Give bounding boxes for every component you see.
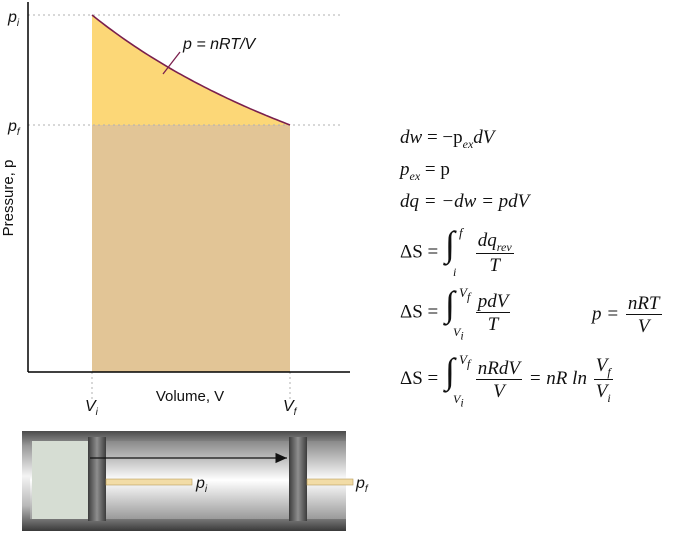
equation-ideal-gas: p = nRT V <box>592 293 662 337</box>
equation-entropy-result: ΔS = ∫ Vf Vi nRdV V = nR ln Vf Vi <box>400 350 613 410</box>
piston-initial <box>88 437 106 521</box>
cylinder-pressure-initial: pi <box>195 475 208 495</box>
equation-entropy-volume: ΔS = ∫ Vf Vi pdV T <box>400 284 511 343</box>
x-tick-vi: Vi <box>85 398 99 418</box>
y-tick-pf: pf <box>7 118 21 138</box>
piston-final <box>289 437 307 521</box>
rod-final <box>306 478 354 486</box>
piston-cylinder: pi pf <box>22 431 369 531</box>
isotherm-curve <box>91 14 291 126</box>
x-axis-label: Volume, V <box>156 388 224 405</box>
gas-fill <box>32 441 90 519</box>
equation-external-pressure: pex = p <box>400 159 450 183</box>
rod-initial <box>105 478 193 486</box>
y-tick-pi: pi <box>7 9 20 29</box>
x-tick-vf: Vf <box>283 398 298 418</box>
equation-work: dw = −pexdV <box>400 127 495 151</box>
cylinder-pressure-final: pf <box>355 475 369 495</box>
curve-label-leader <box>162 51 181 75</box>
extra-work-area <box>92 15 290 125</box>
curve-label: p = nRT/V <box>182 36 257 53</box>
y-axis-label: Pressure, p <box>0 160 17 237</box>
equation-entropy-definition: ΔS = ∫ f i dqrev T <box>400 224 514 279</box>
equation-heat: dq = −dw = pdV <box>400 191 530 212</box>
work-area <box>92 125 290 372</box>
